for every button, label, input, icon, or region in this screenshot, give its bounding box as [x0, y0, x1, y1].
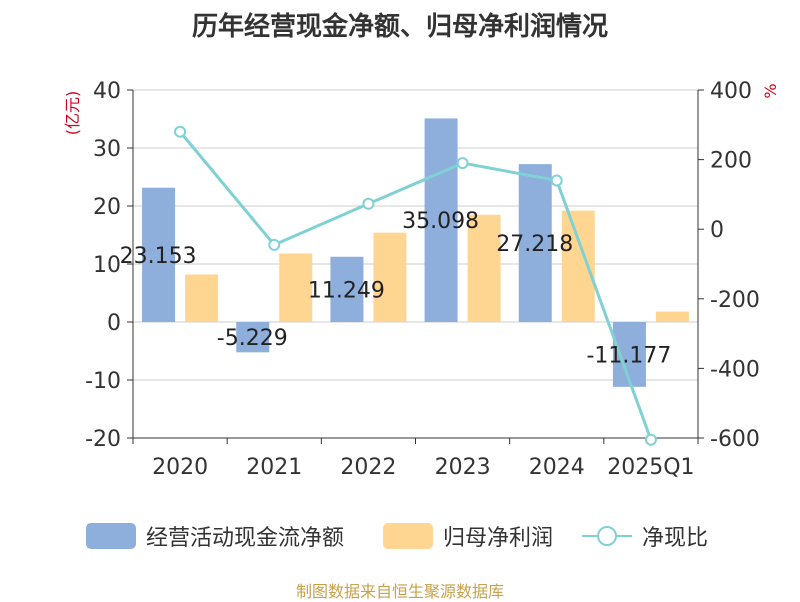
cash-flow-bar: [424, 118, 458, 322]
x-tick-label: 2021: [246, 455, 302, 480]
left-tick-label: 30: [93, 137, 121, 162]
left-axis-unit: (亿元): [63, 91, 82, 136]
x-tick-label: 2020: [152, 455, 208, 480]
right-tick-label: -600: [710, 427, 760, 452]
cash-flow-data-label: 23.153: [120, 244, 197, 269]
x-tick-label: 2022: [340, 455, 396, 480]
net-profit-bar: [561, 210, 595, 322]
net-profit-bar: [655, 311, 689, 322]
left-tick-label: 40: [93, 79, 121, 104]
legend: 经营活动现金流净额 归母净利润 净现比: [0, 518, 800, 554]
cash-flow-data-label: -11.177: [586, 343, 671, 368]
legend-swatch-net-profit: [383, 523, 433, 549]
right-tick-label: -200: [710, 288, 760, 313]
cash-ratio-point: [362, 197, 375, 210]
legend-label-net-profit: 归母净利润: [443, 526, 554, 551]
left-tick-label: 10: [93, 253, 121, 278]
chart-title: 历年经营现金净额、归母净利润情况: [191, 12, 608, 42]
left-tick-label: 20: [93, 195, 121, 220]
cash-ratio-point: [174, 125, 187, 138]
cash-flow-bar: [236, 322, 270, 353]
right-axis-unit: %: [761, 83, 780, 98]
right-tick-label: 200: [710, 149, 752, 174]
left-tick-label: -20: [85, 427, 121, 452]
left-tick-label: -10: [85, 369, 121, 394]
cash-flow-bar: [330, 256, 364, 322]
cash-ratio-line: [178, 130, 653, 441]
cash-ratio-point: [644, 433, 657, 446]
x-tick-label: 2025Q1: [607, 455, 694, 480]
left-tick-label: 0: [107, 311, 121, 336]
legend-item-net-profit[interactable]: 归母净利润: [383, 518, 553, 554]
legend-swatch-cash-flow: [86, 523, 136, 549]
right-tick-label: -400: [710, 357, 760, 382]
x-tick-label: 2024: [529, 455, 585, 480]
legend-swatch-cash-ratio: [582, 523, 632, 549]
legend-label-cash-ratio: 净现比: [642, 526, 709, 551]
net-profit-bar: [373, 232, 407, 322]
cash-flow-bar: [142, 187, 176, 322]
x-tick-label: 2023: [435, 455, 491, 480]
cash-flow-data-label: 11.249: [308, 278, 385, 303]
right-tick-label: 400: [710, 79, 752, 104]
legend-item-cash-flow[interactable]: 经营活动现金流净额: [86, 518, 344, 554]
right-tick-label: 0: [710, 218, 724, 243]
cash-ratio-point: [550, 174, 563, 187]
cash-ratio-point: [268, 238, 281, 251]
net-profit-bar: [467, 214, 501, 322]
cash-flow-data-label: -5.229: [217, 326, 288, 351]
cash-flow-bar: [518, 164, 552, 322]
cash-flow-data-label: 27.218: [496, 232, 573, 257]
legend-item-cash-ratio[interactable]: 净现比: [582, 518, 708, 554]
data-source-note: 制图数据来自恒生聚源数据库: [295, 582, 504, 601]
cash-flow-data-label: 35.098: [402, 209, 479, 234]
net-profit-bar: [185, 274, 219, 322]
legend-label-cash-flow: 经营活动现金流净额: [146, 526, 345, 551]
net-profit-bar: [279, 253, 313, 322]
cash-ratio-point: [456, 157, 469, 170]
